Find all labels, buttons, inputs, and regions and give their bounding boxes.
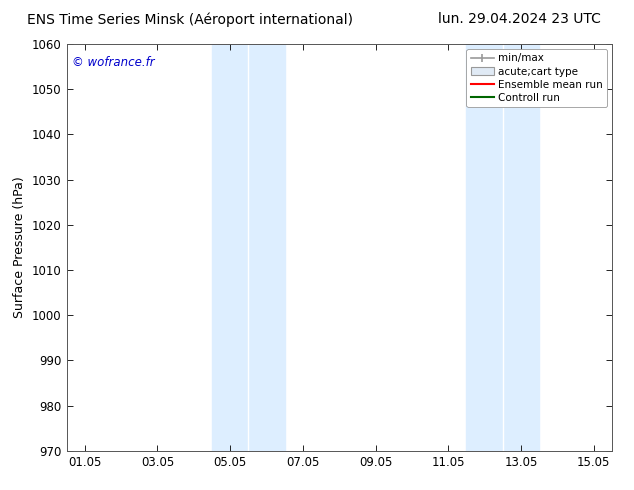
Legend: min/max, acute;cart type, Ensemble mean run, Controll run: min/max, acute;cart type, Ensemble mean … xyxy=(467,49,607,107)
Bar xyxy=(467,44,539,451)
Bar xyxy=(212,44,285,451)
Text: © wofrance.fr: © wofrance.fr xyxy=(72,56,155,69)
Text: lun. 29.04.2024 23 UTC: lun. 29.04.2024 23 UTC xyxy=(439,12,601,26)
Text: ENS Time Series Minsk (Aéroport international): ENS Time Series Minsk (Aéroport internat… xyxy=(27,12,353,27)
Y-axis label: Surface Pressure (hPa): Surface Pressure (hPa) xyxy=(13,176,27,318)
